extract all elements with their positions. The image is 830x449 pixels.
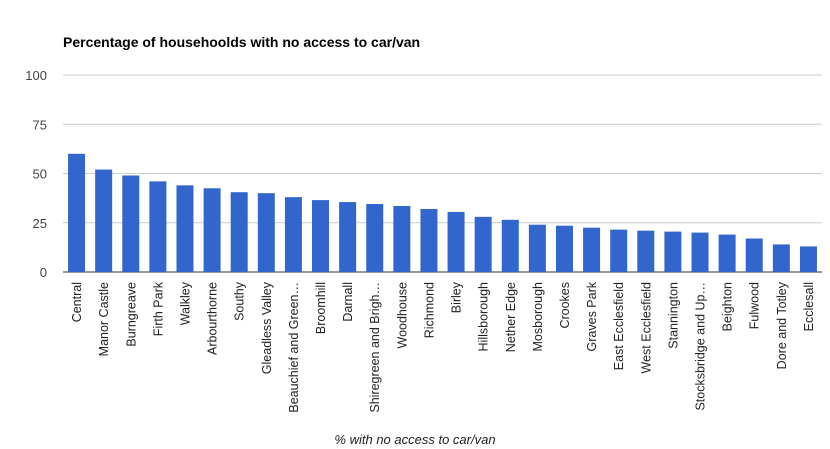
x-tick-label: Gleadless Valley — [260, 281, 274, 374]
x-tick-label: Arbourthorne — [206, 282, 220, 355]
bar-12[interactable] — [393, 206, 411, 272]
bar-24[interactable] — [718, 234, 736, 272]
x-tick-label: Firth Park — [151, 281, 165, 336]
x-axis-label: % with no access to car/van — [334, 432, 496, 447]
x-tick-label: Nether Edge — [504, 282, 518, 352]
x-tick-label: West Ecclesfield — [639, 282, 653, 374]
x-tick-label: Crookes — [558, 282, 572, 329]
x-tick-label: Hillsborough — [477, 282, 491, 352]
x-tick-label: Dore and Totley — [775, 281, 789, 369]
bar-19[interactable] — [583, 227, 601, 272]
chart-title: Percentage of househoolds with no access… — [63, 34, 421, 50]
y-tick-label: 75 — [33, 117, 47, 132]
bar-8[interactable] — [284, 197, 302, 272]
x-tick-label: Woodhouse — [395, 282, 409, 349]
x-tick-label: Broomhill — [314, 282, 328, 334]
x-tick-label: Beighton — [721, 282, 735, 331]
x-tick-label: Graves Park — [585, 281, 599, 351]
x-tick-label: Southy — [233, 281, 247, 321]
x-tick-label: Birley — [450, 281, 464, 313]
x-tick-label: Beauchief and Green… — [287, 282, 301, 413]
bar-11[interactable] — [366, 204, 384, 272]
bar-22[interactable] — [664, 231, 682, 272]
x-tick-label: Ecclesall — [802, 282, 816, 331]
bar-14[interactable] — [447, 211, 465, 272]
x-tick-label: Richmond — [422, 282, 436, 338]
x-tick-label: Manor Castle — [97, 282, 111, 356]
x-tick-label: Stannington — [666, 282, 680, 349]
bar-21[interactable] — [637, 230, 655, 272]
bar-9[interactable] — [312, 200, 330, 272]
bar-6[interactable] — [230, 192, 248, 272]
bar-3[interactable] — [149, 181, 167, 272]
bar-1[interactable] — [95, 169, 113, 272]
bar-18[interactable] — [555, 225, 573, 272]
bar-0[interactable] — [68, 153, 86, 272]
bar-27[interactable] — [799, 246, 817, 272]
x-tick-label: Shiregreen and Brigh… — [368, 282, 382, 413]
x-tick-label: Central — [70, 282, 84, 322]
x-tick-label: Walkley — [178, 281, 192, 325]
bar-25[interactable] — [745, 238, 763, 272]
bars — [68, 153, 817, 272]
bar-16[interactable] — [501, 219, 519, 272]
x-tick-label: Stocksbridge and Up… — [694, 282, 708, 411]
x-tick-label: Darnall — [341, 282, 355, 322]
y-axis-ticks: 0 25 50 75 100 — [25, 68, 47, 280]
bar-15[interactable] — [474, 216, 492, 272]
bar-23[interactable] — [691, 232, 709, 272]
x-tick-label: East Ecclesfield — [612, 282, 626, 370]
bar-10[interactable] — [339, 202, 357, 272]
x-tick-label: Burngreave — [124, 282, 138, 347]
x-tick-label: Fulwood — [748, 282, 762, 329]
bar-17[interactable] — [528, 224, 546, 272]
x-axis-ticks: Central Manor Castle Burngreave Firth Park W… — [70, 281, 816, 412]
bar-4[interactable] — [176, 185, 194, 272]
bar-20[interactable] — [610, 229, 628, 272]
x-tick-label: Mosborough — [531, 282, 545, 352]
bar-7[interactable] — [257, 193, 275, 272]
y-tick-label: 0 — [40, 265, 47, 280]
y-tick-label: 100 — [25, 68, 47, 83]
y-tick-label: 50 — [33, 167, 47, 182]
bar-2[interactable] — [122, 175, 140, 272]
y-tick-label: 25 — [33, 216, 47, 231]
bar-5[interactable] — [203, 188, 221, 272]
bar-26[interactable] — [772, 244, 790, 272]
bar-13[interactable] — [420, 208, 438, 272]
